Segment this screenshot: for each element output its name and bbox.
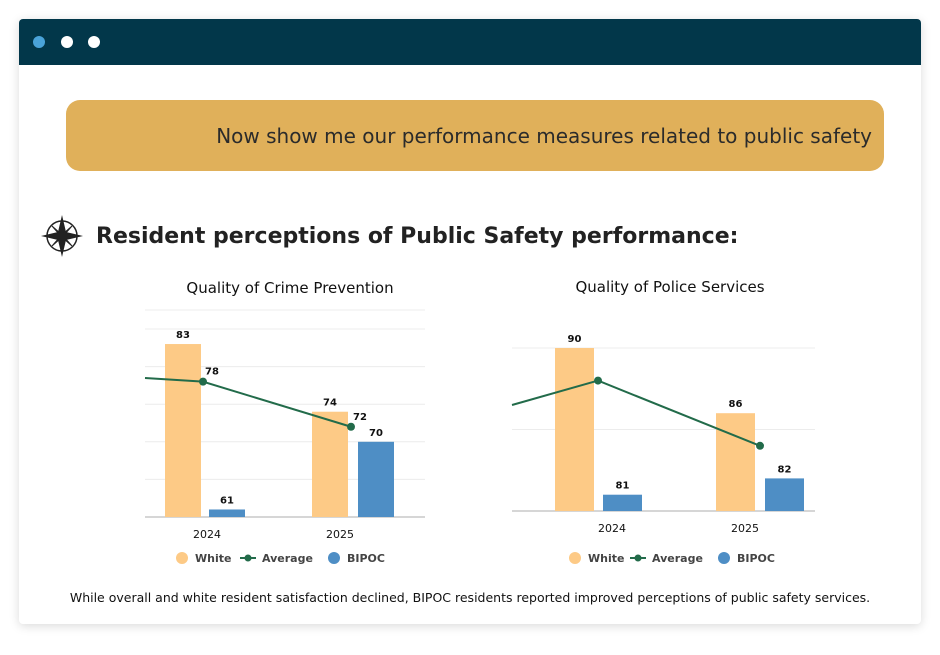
summary-text: While overall and white resident satisfa… [69, 590, 871, 605]
legend-average-label: Average [652, 552, 703, 565]
app-window: Now show me our performance measures rel… [19, 19, 921, 624]
legend-bipoc-label: BIPOC [347, 552, 385, 565]
user-prompt-bubble: Now show me our performance measures rel… [66, 100, 884, 171]
data-label-average: 78 [205, 367, 219, 378]
data-label-bipoc: 61 [220, 495, 234, 506]
legend-white-icon [569, 552, 581, 564]
data-label-average: 72 [353, 412, 367, 423]
legend-bipoc-label: BIPOC [737, 552, 775, 565]
legend-white-label: White [588, 552, 624, 565]
x-tick-label: 2025 [731, 522, 759, 535]
legend-bipoc-icon [328, 552, 340, 564]
data-label-white: 74 [323, 398, 337, 409]
bar-white-2025 [716, 413, 755, 511]
x-tick-label: 2024 [598, 522, 626, 535]
title-bar [19, 19, 921, 65]
bar-white-2025 [312, 411, 348, 517]
data-label-white: 86 [729, 399, 743, 410]
legend-white-icon [176, 552, 188, 564]
average-line [511, 379, 599, 406]
legend-white-label: White [195, 552, 231, 565]
data-label-bipoc: 82 [778, 464, 792, 475]
legend-average-label: Average [262, 552, 313, 565]
section-heading: Resident perceptions of Public Safety pe… [96, 224, 739, 249]
bar-white-2024 [165, 344, 201, 517]
window-dot-1[interactable] [33, 36, 45, 48]
chart-2-title: Quality of Police Services [575, 278, 765, 296]
data-label-bipoc: 70 [369, 428, 383, 439]
legend-bipoc-icon [718, 552, 730, 564]
average-point [347, 422, 355, 431]
chart-1-title: Quality of Crime Prevention [186, 279, 394, 297]
window-dot-3[interactable] [88, 36, 100, 48]
average-line [202, 380, 352, 428]
prompt-text: Now show me our performance measures rel… [216, 123, 872, 148]
data-label-white: 90 [568, 334, 582, 345]
average-line [144, 377, 204, 383]
x-tick-label: 2025 [326, 528, 354, 541]
bar-bipoc-2025 [765, 478, 804, 511]
x-tick-label: 2024 [193, 528, 221, 541]
bar-bipoc-2024 [209, 509, 245, 517]
legend-average-marker [244, 554, 252, 562]
bar-bipoc-2025 [358, 441, 394, 517]
bar-white-2024 [555, 348, 594, 511]
data-label-bipoc: 81 [616, 481, 630, 492]
average-point [199, 377, 207, 386]
bar-bipoc-2024 [603, 494, 642, 511]
average-line [597, 379, 761, 447]
window-dot-2[interactable] [61, 36, 73, 48]
legend-average-marker [634, 554, 642, 562]
average-point [756, 441, 764, 450]
charts-canvas: 83 74 61 70 78 72 2024 2025 White Average BIPOC 90 8… [144, 309, 815, 565]
data-label-white: 83 [176, 330, 190, 341]
compass-icon [41, 215, 83, 257]
average-point [594, 376, 602, 385]
